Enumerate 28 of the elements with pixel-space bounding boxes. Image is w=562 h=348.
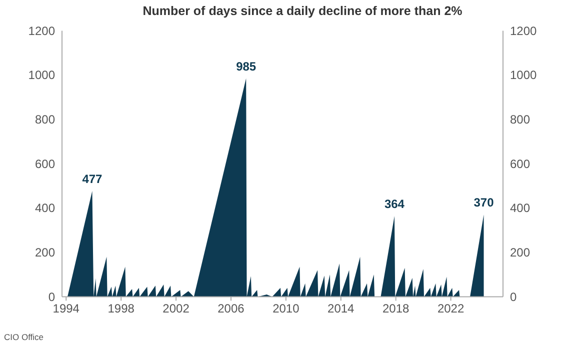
y2-tick-label: 200 bbox=[510, 246, 530, 260]
y-tick-label: 800 bbox=[34, 112, 56, 127]
x-tick-label: 2022 bbox=[437, 302, 464, 316]
chart-title: Number of days since a daily decline of more than 2% bbox=[142, 4, 462, 18]
text: CIO Office bbox=[4, 332, 44, 342]
y2-tick-label: 1200 bbox=[510, 24, 538, 38]
x-tick-label: 1998 bbox=[108, 302, 135, 316]
annotation: 364 bbox=[384, 197, 405, 212]
annotation: 370 bbox=[474, 196, 494, 210]
y-tick-label: 600 bbox=[34, 156, 56, 171]
x-tick-label: 2006 bbox=[218, 302, 245, 316]
y-tick-label: 200 bbox=[34, 246, 56, 260]
y2-tick-label: 600 bbox=[510, 156, 530, 171]
x-tick-label: 2014 bbox=[328, 302, 355, 316]
y-tick-label: 1000 bbox=[28, 68, 56, 82]
annotation: 477 bbox=[82, 172, 103, 186]
y-tick-label: 1200 bbox=[28, 24, 56, 38]
x-tick-label: 1994 bbox=[52, 302, 80, 316]
y-tick-label: 0 bbox=[48, 290, 56, 304]
y2-tick-label: 1000 bbox=[510, 68, 538, 82]
y2-tick-label: 400 bbox=[510, 201, 530, 216]
annotation: 985 bbox=[236, 59, 256, 74]
y-tick-label: 400 bbox=[34, 201, 56, 216]
y2-tick-label: 800 bbox=[510, 112, 530, 127]
y2-tick-label: 0 bbox=[510, 290, 517, 304]
x-tick-label: 2002 bbox=[162, 302, 190, 316]
x-tick-label: 2010 bbox=[272, 302, 300, 316]
x-tick-label: 2018 bbox=[382, 302, 410, 316]
